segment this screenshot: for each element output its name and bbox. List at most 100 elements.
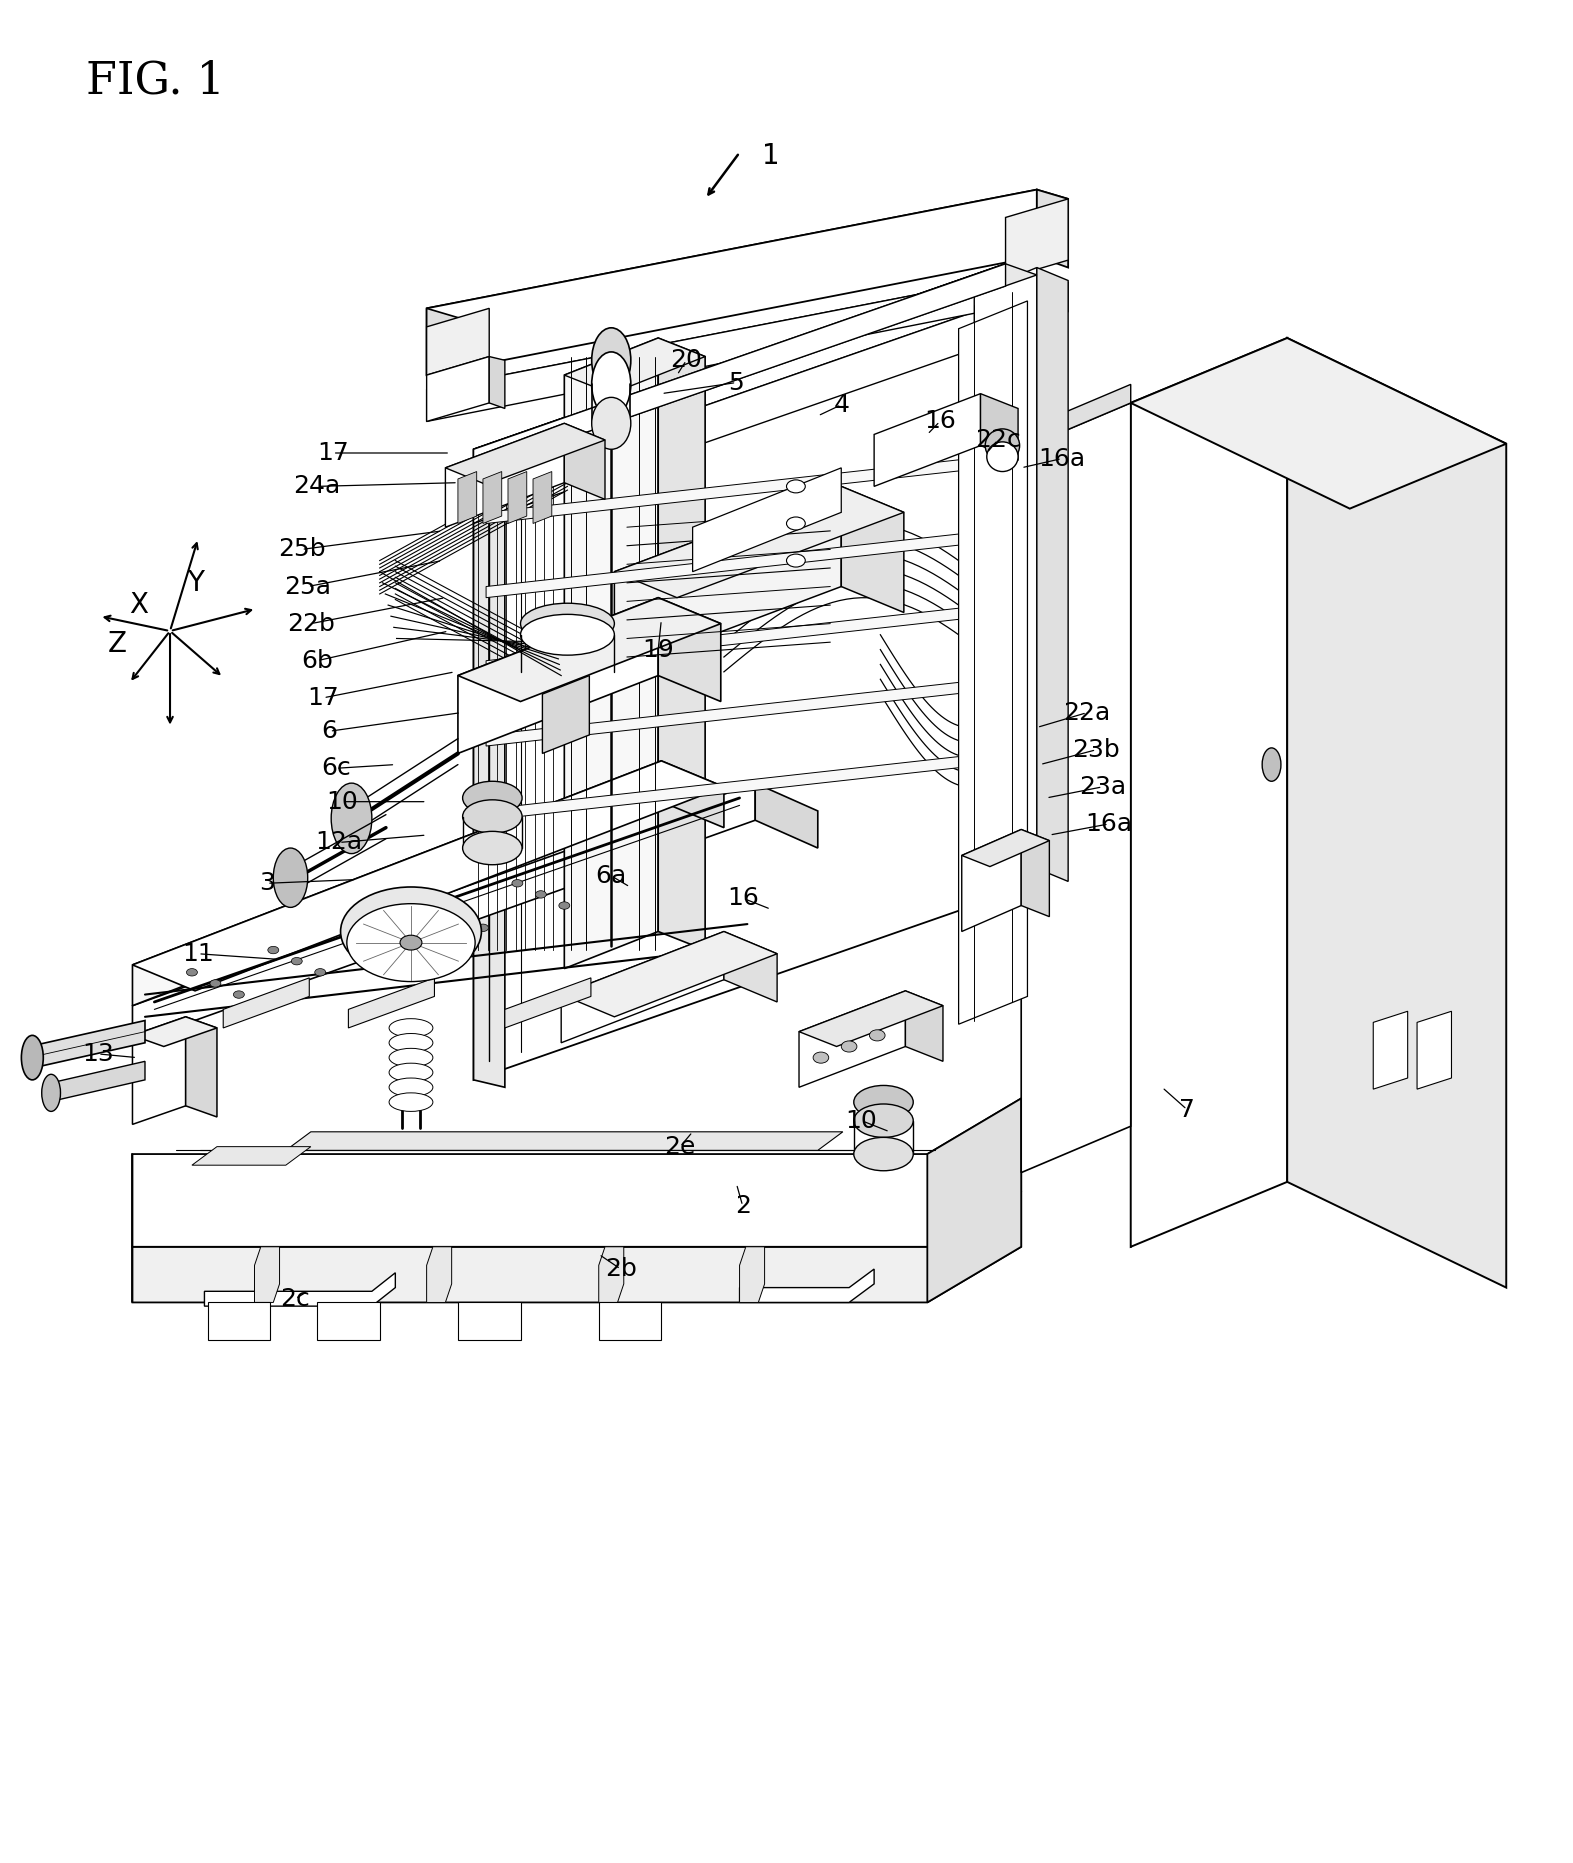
Ellipse shape (478, 924, 489, 932)
Polygon shape (724, 932, 777, 1002)
Text: 22c: 22c (975, 428, 1021, 453)
Text: 25b: 25b (278, 537, 326, 561)
Text: 17: 17 (307, 686, 340, 710)
Polygon shape (223, 978, 310, 1028)
Polygon shape (961, 829, 1049, 866)
Ellipse shape (986, 442, 1018, 471)
Ellipse shape (209, 980, 220, 987)
Ellipse shape (591, 352, 631, 417)
Ellipse shape (854, 1138, 914, 1170)
Ellipse shape (346, 904, 475, 982)
Polygon shape (1287, 337, 1507, 1287)
Polygon shape (928, 1099, 1021, 1302)
Polygon shape (1131, 337, 1507, 509)
Polygon shape (489, 356, 505, 408)
Polygon shape (318, 1302, 379, 1339)
Text: 6: 6 (321, 719, 338, 743)
Text: 22b: 22b (286, 611, 335, 635)
Ellipse shape (373, 935, 384, 943)
Text: 25a: 25a (285, 574, 332, 598)
Ellipse shape (267, 946, 278, 954)
Polygon shape (132, 1017, 186, 1125)
Ellipse shape (786, 481, 805, 494)
Text: 23b: 23b (1073, 738, 1120, 762)
Polygon shape (505, 978, 591, 1028)
Text: 6c: 6c (321, 756, 351, 781)
Polygon shape (508, 471, 527, 524)
Polygon shape (186, 1017, 217, 1118)
Polygon shape (132, 1099, 1021, 1246)
Ellipse shape (431, 902, 442, 909)
Polygon shape (565, 337, 658, 969)
Ellipse shape (315, 969, 326, 976)
Ellipse shape (389, 1094, 433, 1112)
Text: 16a: 16a (1038, 447, 1085, 471)
Ellipse shape (389, 1079, 433, 1097)
Polygon shape (132, 1190, 1021, 1302)
Polygon shape (30, 1021, 145, 1069)
Ellipse shape (389, 1064, 433, 1082)
Polygon shape (599, 1302, 661, 1339)
Ellipse shape (462, 781, 522, 814)
Ellipse shape (233, 991, 244, 999)
Polygon shape (445, 423, 565, 527)
Polygon shape (486, 753, 986, 820)
Polygon shape (486, 456, 986, 524)
Text: 2e: 2e (664, 1135, 695, 1159)
Ellipse shape (591, 328, 631, 393)
Polygon shape (458, 1302, 521, 1339)
Ellipse shape (42, 1075, 60, 1112)
Polygon shape (1417, 1012, 1452, 1090)
Polygon shape (49, 1062, 145, 1103)
Polygon shape (974, 268, 1037, 894)
Ellipse shape (341, 887, 481, 976)
Ellipse shape (591, 397, 631, 449)
Ellipse shape (291, 958, 302, 965)
Ellipse shape (400, 935, 422, 950)
Polygon shape (348, 978, 434, 1028)
Polygon shape (615, 486, 842, 673)
Polygon shape (473, 265, 1005, 1081)
Polygon shape (208, 1302, 271, 1339)
Polygon shape (658, 598, 720, 702)
Polygon shape (562, 932, 724, 1043)
Polygon shape (286, 1133, 843, 1149)
Ellipse shape (535, 891, 546, 898)
Ellipse shape (455, 913, 466, 920)
Text: 16: 16 (727, 887, 758, 911)
Ellipse shape (389, 1019, 433, 1038)
Polygon shape (426, 190, 1037, 374)
Ellipse shape (332, 782, 371, 853)
Ellipse shape (462, 799, 522, 833)
Text: 11: 11 (182, 943, 214, 965)
Polygon shape (906, 991, 942, 1062)
Polygon shape (458, 598, 720, 702)
Polygon shape (692, 468, 842, 572)
Polygon shape (1373, 1012, 1408, 1090)
Ellipse shape (349, 924, 360, 932)
Polygon shape (473, 449, 505, 1088)
Polygon shape (799, 991, 942, 1047)
Polygon shape (755, 782, 818, 848)
Polygon shape (1021, 829, 1049, 917)
Polygon shape (426, 272, 1037, 421)
Text: 23a: 23a (1079, 775, 1126, 799)
Text: 5: 5 (728, 371, 744, 395)
Ellipse shape (274, 848, 308, 907)
Polygon shape (426, 356, 489, 421)
Ellipse shape (389, 1049, 433, 1067)
Polygon shape (533, 471, 552, 524)
Polygon shape (1021, 384, 1131, 449)
Ellipse shape (870, 1030, 886, 1041)
Polygon shape (980, 393, 1018, 460)
Polygon shape (426, 309, 489, 374)
Polygon shape (132, 760, 661, 1006)
Polygon shape (458, 598, 658, 753)
Polygon shape (661, 760, 724, 827)
Polygon shape (458, 471, 477, 524)
Polygon shape (565, 423, 606, 499)
Text: 1: 1 (761, 142, 780, 170)
Polygon shape (255, 1246, 280, 1302)
Polygon shape (473, 302, 1005, 524)
Text: 4: 4 (834, 393, 849, 417)
